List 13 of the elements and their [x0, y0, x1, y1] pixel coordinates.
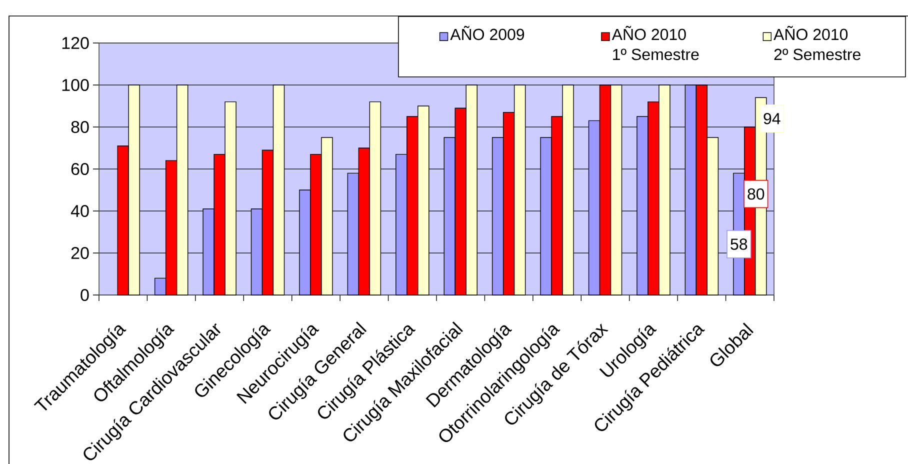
legend-label: AÑO 2010 2º Semestre — [774, 26, 860, 60]
y-tick-label: 0 — [80, 288, 89, 302]
y-tick-label: 100 — [62, 78, 89, 92]
y-tick-label: 20 — [71, 246, 89, 260]
legend-label: AÑO 2009 — [450, 26, 524, 40]
data-label: 80 — [748, 188, 764, 200]
y-tick-label: 40 — [70, 204, 89, 218]
data-label: 58 — [730, 238, 748, 250]
y-tick-label: 120 — [62, 36, 89, 50]
y-tick-label: 60 — [71, 162, 89, 176]
legend-label: AÑO 2010 1º Semestre — [612, 26, 699, 60]
y-tick-label: 80 — [71, 120, 89, 134]
data-label: 94 — [764, 112, 780, 124]
